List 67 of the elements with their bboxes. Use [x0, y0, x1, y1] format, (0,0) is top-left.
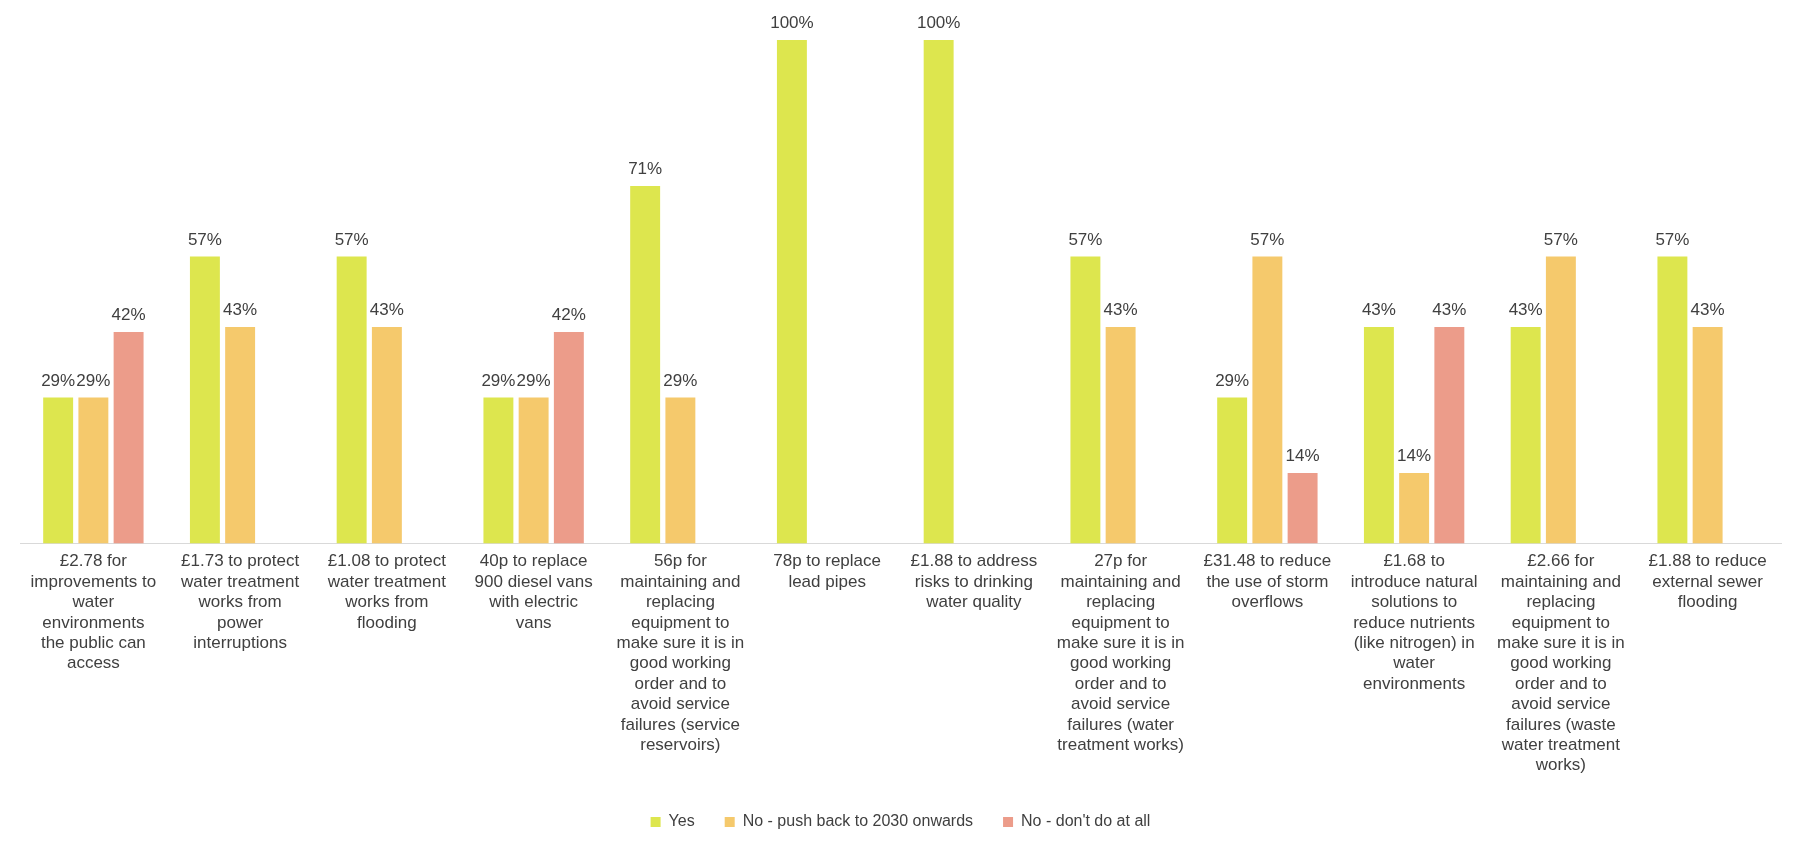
data-label: 42% [111, 305, 146, 325]
legend-label: No - don't do at all [1021, 812, 1151, 830]
data-label: 29% [481, 370, 516, 390]
legend-label: Yes [668, 812, 695, 830]
data-label: 43% [223, 300, 258, 320]
bar [1545, 256, 1576, 544]
bar [1105, 327, 1136, 544]
x-tick-label: £1.88 to address risks to drinking water quality [910, 551, 1038, 612]
bar [225, 327, 256, 544]
bar [1510, 327, 1541, 544]
data-label: 29% [41, 370, 76, 390]
bar [113, 332, 144, 544]
bar [78, 397, 109, 544]
data-label: 57% [334, 229, 369, 249]
bar [923, 40, 954, 544]
data-label: 29% [76, 370, 111, 390]
data-label: 57% [1250, 229, 1285, 249]
category-label: 56p for maintaining and replacing equipment to make sure it is in good working order and to avoid service failures (service reservoirs) [616, 551, 745, 755]
data-label: 57% [1655, 229, 1690, 249]
data-label: 43% [1103, 300, 1138, 320]
data-label: 100% [770, 13, 814, 33]
bar [189, 256, 220, 544]
bar [483, 397, 514, 544]
bar [1363, 327, 1394, 544]
x-tick-label: 40p to replace 900 diesel vans with electric vans [474, 551, 593, 632]
bar [665, 397, 696, 544]
x-tick-label: £2.78 for improvements to water environments the public can access [30, 551, 157, 673]
data-label: 43% [1361, 300, 1396, 320]
data-label: 29% [1215, 370, 1250, 390]
bar [776, 40, 807, 544]
data-label: 57% [1543, 229, 1578, 249]
data-label: 43% [1690, 300, 1725, 320]
bar [630, 186, 661, 544]
bar [371, 327, 402, 544]
data-label: 43% [1508, 300, 1543, 320]
data-label: 57% [1068, 229, 1103, 249]
bar [1399, 473, 1430, 544]
bar [336, 256, 367, 544]
data-label: 14% [1285, 446, 1320, 466]
bar [1434, 327, 1465, 544]
x-tick-label: £1.68 to introduce natural solutions to reduce nutrients (like nitrogen) in water environments [1350, 551, 1478, 693]
category-label: £2.66 for maintaining and replacing equipment to make sure it is in good working order and to avoid service failures (waste water treatment works) [1497, 551, 1625, 775]
data-label: 43% [1432, 300, 1467, 320]
data-label: 29% [663, 370, 698, 390]
bar [553, 332, 584, 544]
data-label: 57% [187, 229, 222, 249]
x-tick-label: £1.08 to protect water treatment works from flooding [326, 551, 447, 632]
data-label: 14% [1397, 446, 1432, 466]
x-tick-label: £1.88 to reduce external sewer flooding [1648, 551, 1767, 612]
data-label: 71% [628, 159, 663, 179]
x-tick-label: £1.73 to protect water treatment works from power interruptions [180, 551, 300, 653]
category-label: 27p for maintaining and replacing equipment to make sure it is in good working order and to avoid service failures (water treatment works) [1056, 551, 1185, 755]
legend-label: No - push back to 2030 onwards [742, 812, 974, 830]
bar [518, 397, 549, 544]
bar [1252, 256, 1283, 544]
data-label: 100% [916, 13, 961, 33]
data-label: 42% [551, 305, 586, 325]
bar [1657, 256, 1688, 544]
bar [1217, 397, 1248, 544]
bar [1070, 256, 1101, 544]
data-label: 43% [369, 300, 404, 320]
data-label: 29% [516, 370, 551, 390]
bar [43, 397, 74, 544]
bar [1287, 473, 1318, 544]
x-tick-label: 78p to replace lead pipes [773, 551, 881, 591]
x-tick-label: £31.48 to reduce the use of storm overflows [1203, 551, 1332, 612]
bar [1692, 327, 1723, 544]
